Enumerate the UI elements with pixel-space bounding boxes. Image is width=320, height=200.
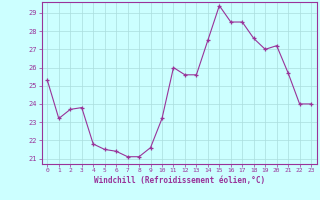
X-axis label: Windchill (Refroidissement éolien,°C): Windchill (Refroidissement éolien,°C)	[94, 176, 265, 185]
